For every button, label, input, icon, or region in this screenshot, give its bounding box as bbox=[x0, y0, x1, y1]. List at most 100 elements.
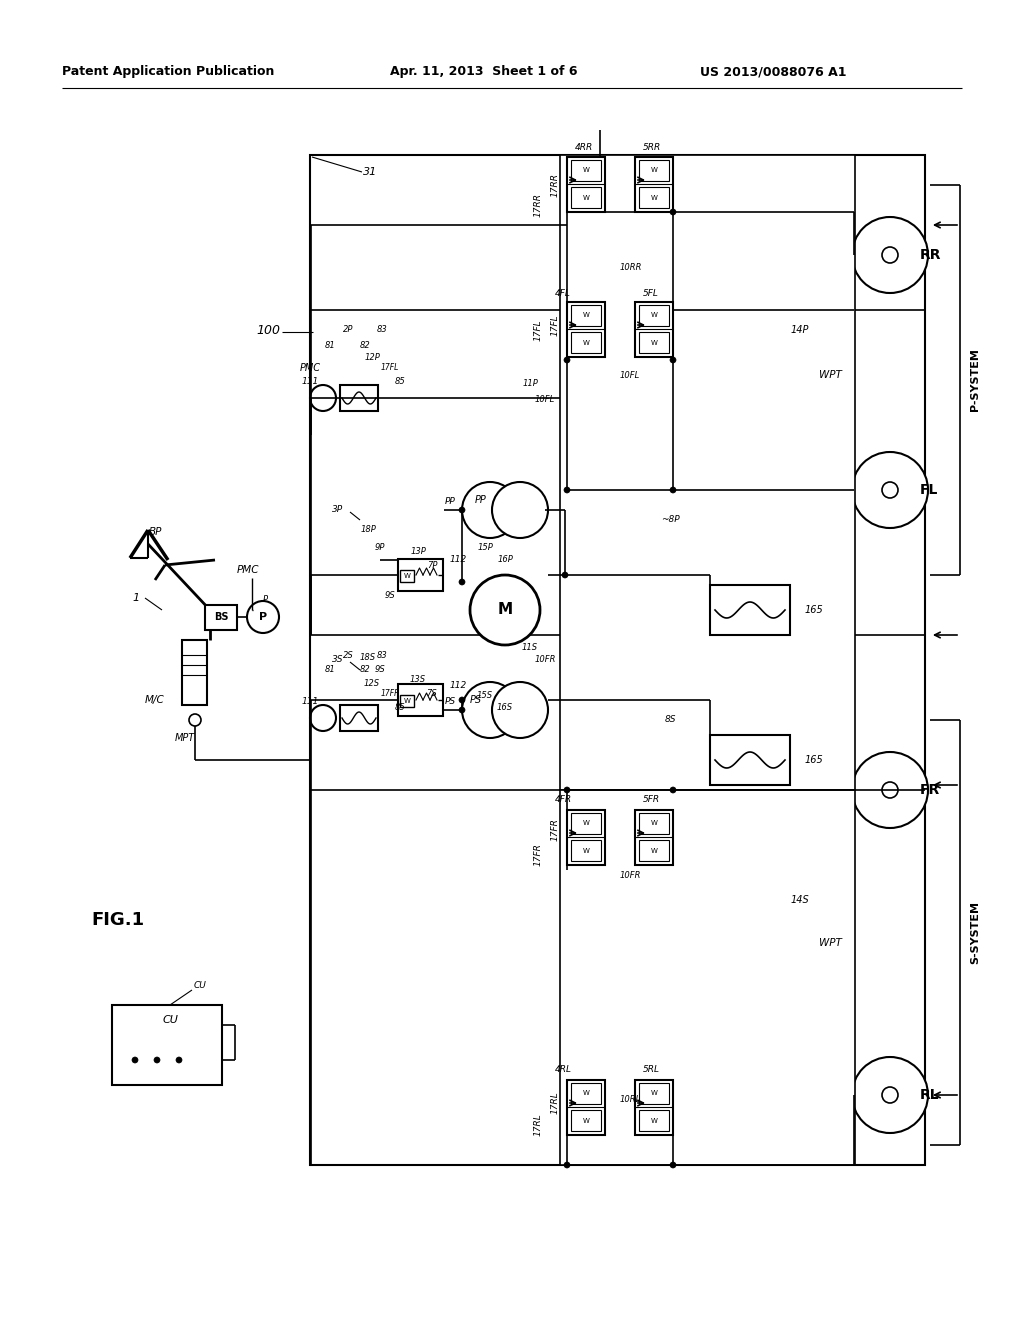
Circle shape bbox=[852, 451, 928, 528]
Text: W: W bbox=[403, 698, 411, 704]
Bar bbox=[340, 705, 378, 731]
Text: 16P: 16P bbox=[497, 556, 513, 565]
Text: W: W bbox=[650, 195, 657, 201]
Bar bbox=[340, 385, 378, 411]
Text: 17RL: 17RL bbox=[534, 1114, 543, 1137]
Circle shape bbox=[310, 705, 336, 731]
Text: WPT: WPT bbox=[818, 370, 842, 380]
Bar bbox=[400, 696, 414, 708]
Text: 5FR: 5FR bbox=[643, 796, 660, 804]
Text: 165: 165 bbox=[805, 755, 823, 766]
Circle shape bbox=[852, 752, 928, 828]
Bar bbox=[567, 157, 605, 213]
Text: 5FL: 5FL bbox=[643, 289, 658, 297]
Text: 9P: 9P bbox=[375, 544, 385, 553]
Text: 11S: 11S bbox=[522, 644, 538, 652]
Text: 83: 83 bbox=[377, 651, 387, 660]
Bar bbox=[710, 735, 790, 785]
Text: 17FL: 17FL bbox=[381, 363, 399, 372]
Text: 4RR: 4RR bbox=[575, 144, 593, 153]
Circle shape bbox=[462, 682, 518, 738]
Text: W: W bbox=[583, 168, 590, 173]
Circle shape bbox=[470, 576, 540, 645]
Text: P: P bbox=[259, 612, 267, 622]
Circle shape bbox=[882, 247, 898, 263]
Bar bbox=[571, 160, 601, 181]
Text: 13S: 13S bbox=[410, 676, 426, 685]
Text: 10RR: 10RR bbox=[620, 264, 642, 272]
Circle shape bbox=[882, 1086, 898, 1104]
Text: M: M bbox=[498, 602, 513, 618]
Circle shape bbox=[882, 781, 898, 799]
Bar bbox=[639, 813, 669, 834]
Bar bbox=[635, 302, 673, 356]
Circle shape bbox=[882, 482, 898, 498]
Bar bbox=[571, 1110, 601, 1131]
Text: FIG.1: FIG.1 bbox=[91, 911, 144, 929]
Text: WPT: WPT bbox=[818, 939, 842, 948]
Text: MPT: MPT bbox=[175, 733, 196, 743]
Bar bbox=[571, 1082, 601, 1104]
Text: 9S: 9S bbox=[375, 665, 385, 675]
Text: 81: 81 bbox=[325, 341, 336, 350]
Bar bbox=[182, 640, 207, 705]
Bar bbox=[571, 333, 601, 352]
Text: Apr. 11, 2013  Sheet 1 of 6: Apr. 11, 2013 Sheet 1 of 6 bbox=[390, 66, 578, 78]
Circle shape bbox=[670, 787, 676, 793]
Text: W: W bbox=[583, 341, 590, 346]
Text: PP: PP bbox=[475, 495, 486, 506]
Text: 165: 165 bbox=[805, 605, 823, 615]
Bar bbox=[398, 558, 443, 591]
Text: PMC: PMC bbox=[299, 363, 321, 374]
Bar bbox=[639, 1082, 669, 1104]
Text: 10FL: 10FL bbox=[535, 396, 555, 404]
Bar bbox=[639, 840, 669, 861]
Text: CU: CU bbox=[194, 982, 207, 990]
Circle shape bbox=[459, 507, 465, 513]
Circle shape bbox=[492, 482, 548, 539]
Circle shape bbox=[459, 697, 465, 704]
Bar bbox=[635, 157, 673, 213]
Text: FL: FL bbox=[920, 483, 938, 498]
Text: PMC: PMC bbox=[237, 565, 259, 576]
Text: 2P: 2P bbox=[343, 326, 353, 334]
Bar bbox=[571, 840, 601, 861]
Circle shape bbox=[670, 487, 676, 492]
Bar bbox=[112, 1005, 222, 1085]
Circle shape bbox=[852, 1057, 928, 1133]
Text: P-SYSTEM: P-SYSTEM bbox=[970, 348, 980, 412]
Circle shape bbox=[176, 1057, 182, 1063]
Text: BS: BS bbox=[214, 612, 228, 622]
Circle shape bbox=[132, 1057, 138, 1063]
Text: 3S: 3S bbox=[332, 656, 344, 664]
Text: 82: 82 bbox=[359, 341, 371, 350]
Circle shape bbox=[670, 356, 676, 363]
Bar bbox=[639, 333, 669, 352]
Text: 83: 83 bbox=[377, 326, 387, 334]
Bar bbox=[639, 187, 669, 209]
Text: W: W bbox=[583, 1118, 590, 1125]
Bar bbox=[400, 570, 414, 582]
Text: M/C: M/C bbox=[145, 696, 165, 705]
Text: W: W bbox=[650, 341, 657, 346]
Text: W: W bbox=[583, 820, 590, 826]
Text: 17FL: 17FL bbox=[534, 319, 543, 341]
Text: 81: 81 bbox=[325, 665, 336, 675]
Text: 11P: 11P bbox=[522, 379, 538, 388]
Bar bbox=[571, 305, 601, 326]
Text: 8S: 8S bbox=[665, 715, 676, 725]
Circle shape bbox=[564, 356, 570, 363]
Text: W: W bbox=[650, 1118, 657, 1125]
Text: 14S: 14S bbox=[791, 895, 809, 906]
Circle shape bbox=[564, 487, 570, 492]
Text: 13P: 13P bbox=[411, 548, 426, 557]
Text: PP: PP bbox=[445, 498, 456, 507]
Text: 2S: 2S bbox=[343, 651, 353, 660]
Text: 17RR: 17RR bbox=[534, 193, 543, 216]
Text: 85: 85 bbox=[394, 702, 406, 711]
Text: FR: FR bbox=[920, 783, 940, 797]
Circle shape bbox=[564, 1162, 570, 1168]
Bar bbox=[639, 1110, 669, 1131]
Text: 17FR: 17FR bbox=[551, 818, 559, 841]
Text: 16S: 16S bbox=[497, 702, 513, 711]
